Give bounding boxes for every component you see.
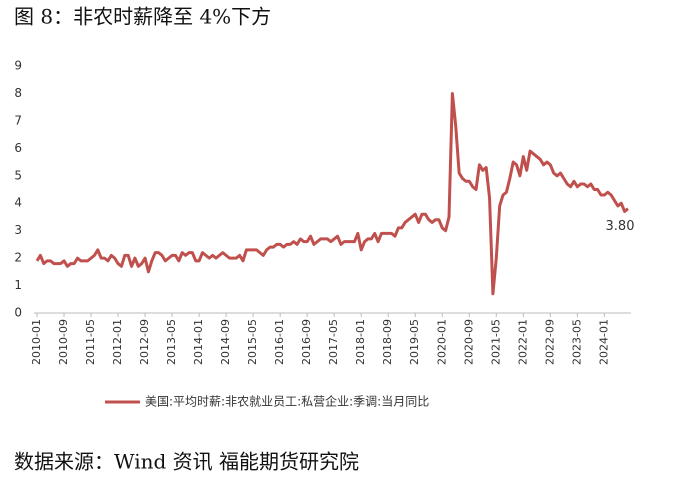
x-tick-label: 2022-09 (543, 319, 556, 365)
x-tick-label: 2012-01 (111, 319, 124, 365)
x-tick-label: 2018-09 (381, 319, 394, 365)
x-tick-label: 2017-05 (327, 319, 340, 365)
x-tick-label: 2016-01 (273, 319, 286, 365)
x-tick-label: 2020-01 (435, 319, 448, 365)
y-tick-label: 4 (14, 196, 22, 210)
y-tick-label: 2 (14, 251, 22, 265)
x-tick-label: 2012-09 (138, 319, 151, 365)
x-tick-label: 2018-01 (354, 319, 367, 365)
y-tick-label: 1 (14, 278, 22, 292)
x-tick-label: 2015-05 (246, 319, 259, 365)
y-tick-label: 9 (14, 59, 22, 73)
y-tick-label: 5 (14, 168, 22, 182)
x-tick-label: 2023-05 (570, 319, 583, 365)
y-tick-label: 6 (14, 141, 22, 155)
y-tick-label: 7 (14, 113, 22, 127)
x-tick-label: 2013-05 (165, 319, 178, 365)
x-tick-label: 2014-01 (192, 319, 205, 365)
source-note: 数据来源：Wind 资讯 福能期货研究院 (14, 450, 359, 474)
legend-label: 美国:平均时薪:非农就业员工:私营企业:季调:当月同比 (145, 394, 429, 409)
x-tick-label: 2022-01 (516, 319, 529, 365)
chart-title: 图 8：非农时薪降至 4%下方 (14, 5, 271, 29)
y-tick-label: 0 (14, 306, 22, 320)
x-tick-label: 2024-01 (597, 319, 610, 365)
x-tick-label: 2019-05 (408, 319, 421, 365)
y-tick-label: 3 (14, 223, 22, 237)
x-tick-label: 2010-01 (30, 319, 43, 365)
x-tick-label: 2021-05 (489, 319, 502, 365)
y-tick-label: 8 (14, 86, 22, 100)
value-label: 3.80 (606, 219, 635, 234)
x-tick-label: 2014-09 (219, 319, 232, 365)
x-tick-label: 2020-09 (462, 319, 475, 365)
x-tick-label: 2010-09 (57, 319, 70, 365)
x-tick-label: 2011-05 (84, 319, 97, 365)
x-tick-label: 2016-09 (300, 319, 313, 365)
series-line (35, 91, 629, 296)
